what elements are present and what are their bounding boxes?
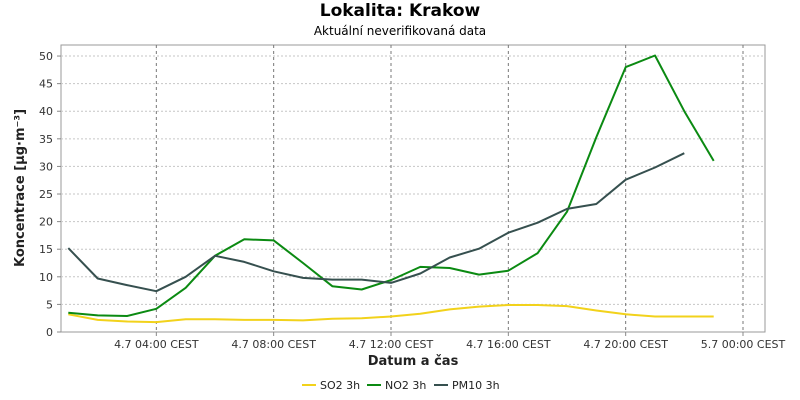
y-tick-label: 30 <box>39 160 53 173</box>
plot-area <box>60 44 766 333</box>
x-axis-ticks: 4.7 04:00 CEST 4.7 08:00 CEST 4.7 12:00 CE… <box>114 332 786 351</box>
x-tick-label: 5.7 00:00 CEST <box>701 338 786 351</box>
y-axis-ticks: 0 5 10 15 20 25 30 35 40 45 50 <box>39 50 61 339</box>
y-tick-label: 20 <box>39 216 53 229</box>
y-axis-label: Koncentrace [µg·m⁻³] <box>13 109 28 267</box>
series-line-so2 <box>68 304 714 324</box>
y-tick-label: 0 <box>46 326 53 339</box>
legend-label-so2: SO2 3h <box>320 379 360 392</box>
legend-label-no2: NO2 3h <box>385 379 426 392</box>
series-line-no2 <box>68 54 715 317</box>
x-axis-label: Datum a čas <box>368 354 459 369</box>
y-tick-label: 10 <box>39 271 53 284</box>
x-tick-label: 4.7 16:00 CEST <box>466 338 551 351</box>
chart-title: Lokalita: Krakow <box>319 1 481 21</box>
x-tick-label: 4.7 20:00 CEST <box>583 338 668 351</box>
legend-label-pm10: PM10 3h <box>452 379 500 392</box>
y-tick-label: 50 <box>39 50 53 63</box>
x-tick-label: 4.7 08:00 CEST <box>231 338 316 351</box>
y-tick-label: 15 <box>39 243 53 256</box>
y-tick-label: 40 <box>39 105 53 118</box>
y-tick-label: 25 <box>39 188 53 201</box>
y-tick-label: 45 <box>39 78 53 91</box>
series-line-pm10 <box>67 152 685 293</box>
y-tick-label: 35 <box>39 133 53 146</box>
chart-subtitle: Aktuální neverifikovaná data <box>313 24 487 38</box>
y-tick-label: 5 <box>46 298 53 311</box>
x-tick-label: 4.7 12:00 CEST <box>349 338 434 351</box>
legend: SO2 3h NO2 3h PM10 3h <box>302 379 500 392</box>
x-tick-label: 4.7 04:00 CEST <box>114 338 199 351</box>
series-lines <box>67 54 715 324</box>
